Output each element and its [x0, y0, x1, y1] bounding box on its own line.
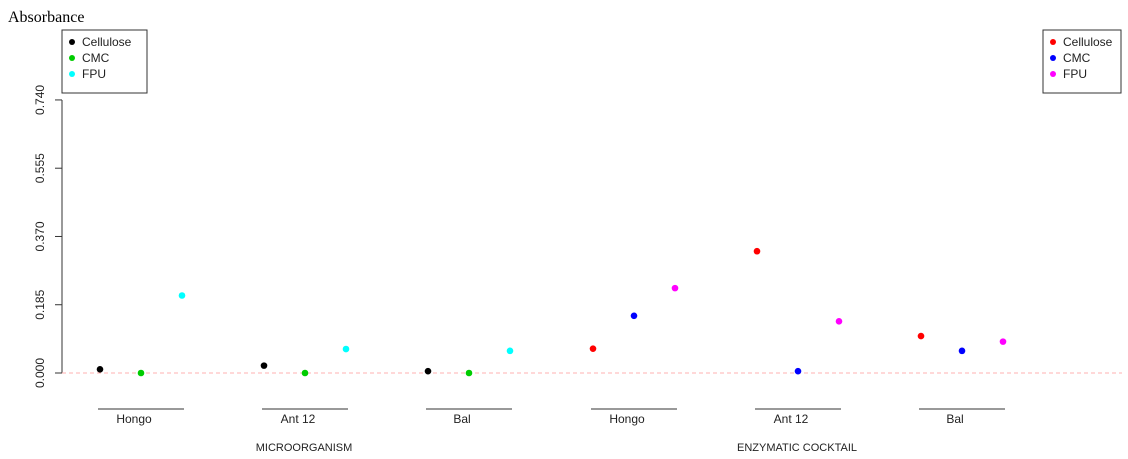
category-label: Bal [946, 412, 963, 426]
data-point [342, 345, 350, 353]
category-labels: Hongo Ant 12 Bal Hongo Ant 12 Bal [98, 408, 1005, 426]
data-point [96, 366, 104, 373]
legend-box [1042, 29, 1122, 94]
category-label: Hongo [609, 412, 645, 426]
legend-label: CMC [82, 51, 110, 65]
legend-label: Cellulose [82, 35, 132, 49]
data-point [999, 338, 1007, 345]
legend-marker [1050, 71, 1056, 77]
group-labels: MICROORGANISM ENZYMATIC COCKTAIL [256, 442, 857, 454]
data-point [917, 332, 925, 340]
data-point [958, 347, 966, 355]
y-tick-label: 0.370 [33, 221, 47, 251]
legend-label: FPU [82, 67, 106, 81]
data-point [794, 367, 802, 375]
data-point [753, 247, 761, 255]
legend-box [61, 29, 148, 94]
data-point [589, 345, 597, 352]
data-point [137, 369, 145, 377]
data-points [96, 247, 1007, 377]
data-point [260, 362, 268, 369]
category-label: Ant 12 [774, 412, 809, 426]
legend-label: Cellulose [1063, 35, 1113, 49]
y-tick-label: 0.185 [33, 289, 47, 319]
group-label: ENZYMATIC COCKTAIL [737, 442, 857, 454]
legend-marker [1050, 55, 1056, 61]
legend-marker [69, 71, 75, 77]
data-point [671, 284, 679, 292]
y-axis-title: Absorbance [8, 9, 84, 26]
data-point [178, 292, 186, 299]
data-point [506, 347, 514, 355]
y-axis-ticks: 0.000 0.185 0.370 0.555 0.740 [33, 85, 62, 388]
group-label: MICROORGANISM [256, 442, 353, 454]
data-point [301, 369, 309, 377]
y-tick-label: 0.000 [33, 358, 47, 388]
category-label: Hongo [116, 412, 152, 426]
data-point [465, 369, 473, 377]
legend-enzymatic-cocktail: Cellulose CMC FPU [1042, 29, 1122, 94]
category-label: Bal [453, 412, 470, 426]
data-point [630, 312, 638, 320]
y-tick-label: 0.555 [33, 153, 47, 183]
y-tick-label: 0.740 [33, 85, 47, 115]
category-label: Ant 12 [281, 412, 316, 426]
legend-label: FPU [1063, 67, 1087, 81]
legend-marker [1050, 39, 1056, 45]
legend-label: CMC [1063, 51, 1091, 65]
data-point [424, 367, 432, 375]
legend-marker [69, 39, 75, 45]
legend-marker [69, 55, 75, 61]
legend-microorganism: Cellulose CMC FPU [61, 29, 148, 94]
data-point [835, 318, 843, 325]
